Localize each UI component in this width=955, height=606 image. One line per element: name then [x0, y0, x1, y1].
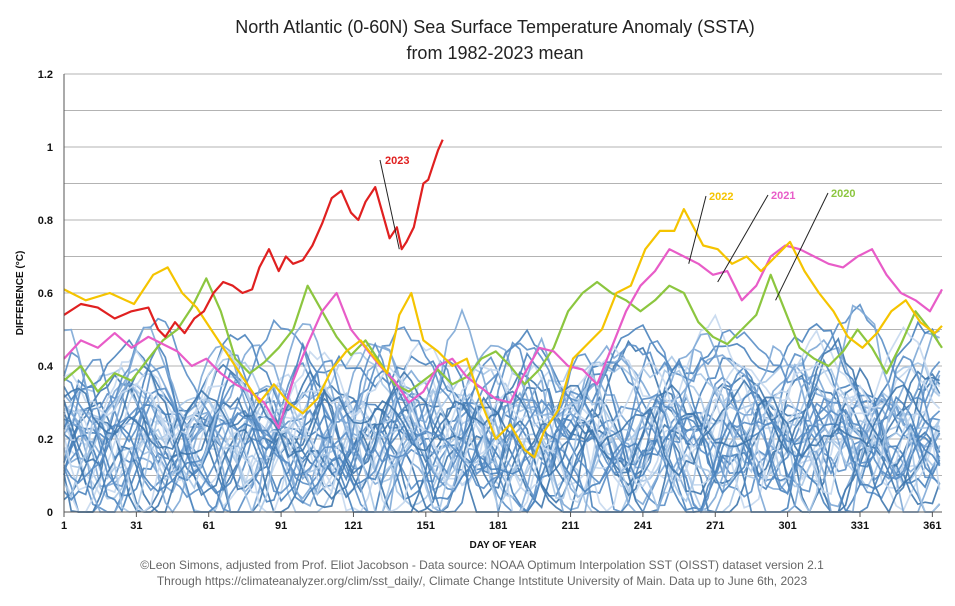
- x-tick-label: 151: [417, 520, 435, 532]
- background-year-line: [63, 313, 941, 446]
- series-line-2020: [63, 273, 943, 393]
- background-year-line: [63, 393, 941, 499]
- x-tick-label: 1: [61, 520, 67, 532]
- y-tick-label: 0.2: [38, 434, 53, 446]
- series-line-2021: [63, 244, 943, 430]
- annotation-label-2023: 2023: [385, 155, 409, 167]
- background-series: [63, 303, 941, 514]
- x-axis-title: DAY OF YEAR: [469, 540, 537, 551]
- x-tick-label: 271: [706, 520, 724, 532]
- x-tick-label: 121: [344, 520, 362, 532]
- y-tick-labels: 0 0.2 0.4 0.6 0.8 1 1.2: [38, 69, 54, 519]
- series-line-2023: [63, 139, 444, 338]
- background-year-line: [63, 416, 941, 505]
- x-tick-label: 361: [923, 520, 941, 532]
- x-tick-label: 31: [130, 520, 142, 532]
- x-tick-label: 91: [275, 520, 287, 532]
- y-axis-title: DIFFERENCE (°C): [15, 251, 26, 336]
- background-year-line: [64, 397, 941, 511]
- chart-subtitle: from 1982-2023 mean: [406, 43, 583, 63]
- y-tick-label: 0: [47, 507, 53, 519]
- highlighted-series: [63, 139, 943, 459]
- background-year-line: [63, 371, 941, 514]
- background-year-line: [63, 325, 941, 454]
- annotation-leader-2022: [688, 195, 707, 264]
- annotation-label-2022: 2022: [709, 191, 733, 203]
- background-year-line: [63, 366, 941, 497]
- annotation-leader-2020: [775, 192, 829, 301]
- series-line-2022: [63, 208, 943, 459]
- background-year-line: [63, 304, 940, 463]
- annotation-label-2020: 2020: [831, 188, 855, 200]
- x-tick-label: 331: [851, 520, 869, 532]
- annotation-label-2021: 2021: [771, 190, 795, 202]
- annotations: 2023 2022 2021 2020: [379, 155, 855, 301]
- footer-line-2: Through https://climateanalyzer.org/clim…: [157, 574, 808, 588]
- annotation-leader-2023: [379, 159, 400, 250]
- y-tick-label: 1.2: [38, 69, 53, 81]
- y-tick-label: 0.4: [38, 361, 54, 373]
- axes: [63, 74, 942, 513]
- x-tick-label: 301: [778, 520, 796, 532]
- y-tick-label: 1: [47, 142, 53, 154]
- x-tick-label: 241: [634, 520, 652, 532]
- footer-line-1: ©Leon Simons, adjusted from Prof. Eliot …: [140, 558, 824, 572]
- y-tick-label: 0.6: [38, 288, 53, 300]
- background-year-line: [63, 336, 940, 475]
- x-tick-label: 181: [489, 520, 507, 532]
- x-tick-label: 211: [562, 520, 580, 532]
- x-tick-label: 61: [203, 520, 215, 532]
- annotation-leader-2021: [717, 194, 769, 283]
- y-tick-label: 0.8: [38, 215, 53, 227]
- chart-title: North Atlantic (0-60N) Sea Surface Tempe…: [235, 17, 755, 37]
- x-tick-labels: 1 31 61 91 121 151 181 211 241 271 301 331 361: [61, 512, 942, 532]
